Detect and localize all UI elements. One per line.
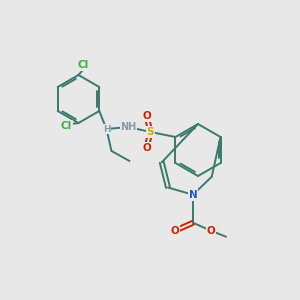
Text: NH: NH [120, 122, 136, 132]
Text: O: O [142, 111, 151, 121]
Text: N: N [189, 190, 197, 200]
Text: Cl: Cl [61, 121, 72, 131]
Text: H: H [103, 124, 110, 134]
Text: S: S [147, 127, 154, 137]
Text: Cl: Cl [78, 60, 89, 70]
Text: O: O [142, 143, 151, 153]
Text: O: O [207, 226, 215, 236]
Text: O: O [171, 226, 179, 236]
